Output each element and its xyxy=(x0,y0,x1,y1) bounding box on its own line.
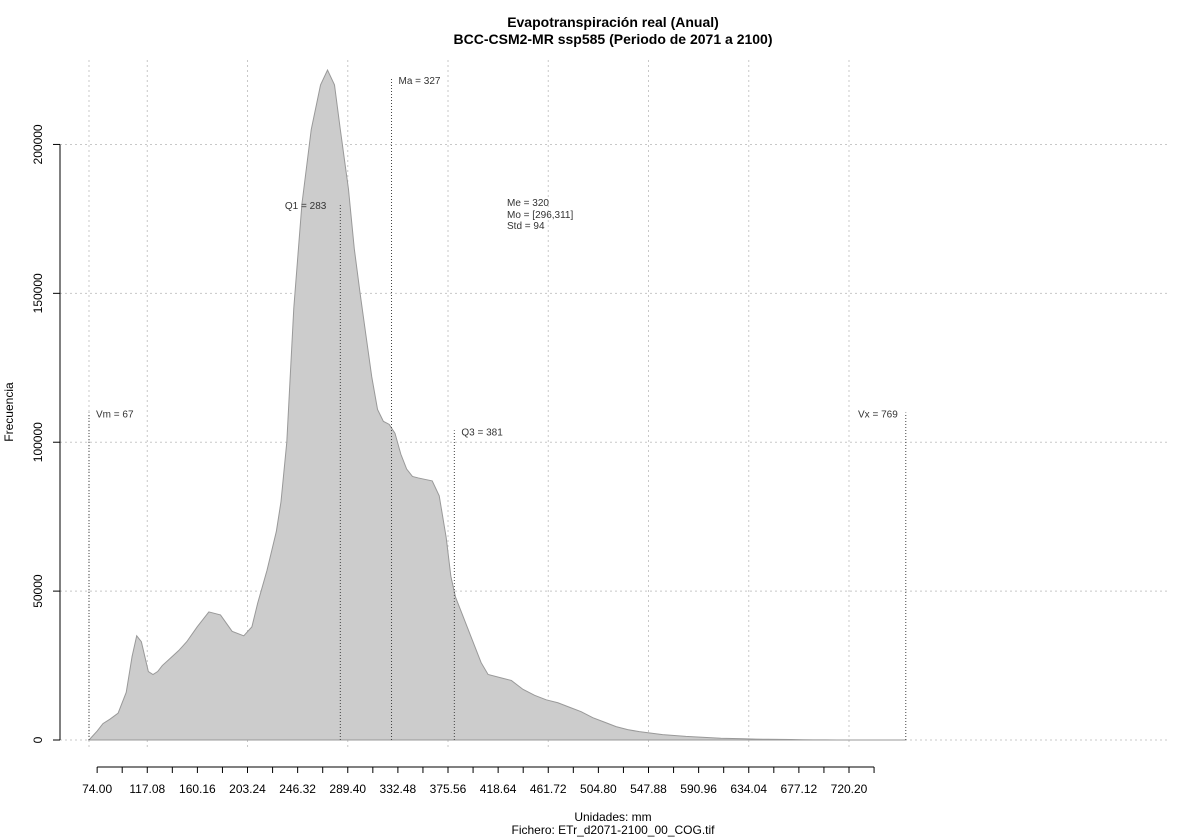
chart-subtitle: BCC-CSM2-MR ssp585 (Periodo de 2071 a 21… xyxy=(454,31,773,47)
marker-label: Vx = 769 xyxy=(858,409,898,420)
density-area xyxy=(87,68,906,741)
marker-lines: Vm = 67 Q1 = 283 Ma = 327 Q3 = 381 Vx = 769 xyxy=(88,76,907,740)
x-tick-label: 160.16 xyxy=(179,782,216,796)
stat-std: Std = 94 xyxy=(507,221,545,232)
y-tick-label: 50000 xyxy=(31,574,45,608)
y-tick-label: 0 xyxy=(31,736,45,743)
file-caption: Fichero: ETr_d2071-2100_00_COG.tif xyxy=(512,823,716,837)
x-tick-label: 418.64 xyxy=(480,782,517,796)
x-tick-label: 203.24 xyxy=(229,782,266,796)
x-tick-label: 677.12 xyxy=(781,782,818,796)
y-tick-label: 200000 xyxy=(31,124,45,164)
marker-label: Q1 = 283 xyxy=(285,201,327,212)
marker-label: Vm = 67 xyxy=(96,409,134,420)
x-axis-label: Unidades: mm xyxy=(574,810,651,824)
x-tick-label: 74.00 xyxy=(82,782,112,796)
marker-label: Ma = 327 xyxy=(399,76,441,87)
x-tick-label: 289.40 xyxy=(329,782,366,796)
x-tick-label: 461.72 xyxy=(530,782,567,796)
stat-median: Me = 320 xyxy=(507,198,549,209)
x-tick-label: 634.04 xyxy=(730,782,767,796)
y-tick-label: 100000 xyxy=(31,422,45,462)
marker-label: Q3 = 381 xyxy=(461,427,503,438)
x-tick-label: 547.88 xyxy=(630,782,667,796)
y-axis: 0 50000 100000 150000 200000 xyxy=(31,124,61,743)
chart-title: Evapotranspiración real (Anual) xyxy=(507,14,719,30)
x-tick-label: 117.08 xyxy=(129,782,165,796)
x-tick-label: 504.80 xyxy=(580,782,617,796)
x-tick-label: 720.20 xyxy=(831,782,868,796)
y-axis-label: Frecuencia xyxy=(2,382,16,442)
grid-lines xyxy=(60,60,1170,750)
y-tick-label: 150000 xyxy=(31,273,45,313)
x-tick-label: 375.56 xyxy=(430,782,467,796)
x-tick-label: 590.96 xyxy=(680,782,717,796)
x-axis: 74.00 117.08 160.16 203.24 246.32 289.40 332.4… xyxy=(82,766,875,796)
x-tick-label: 246.32 xyxy=(279,782,316,796)
x-tick-label: 332.48 xyxy=(380,782,417,796)
stat-mode: Mo = [296,311] xyxy=(507,210,573,221)
